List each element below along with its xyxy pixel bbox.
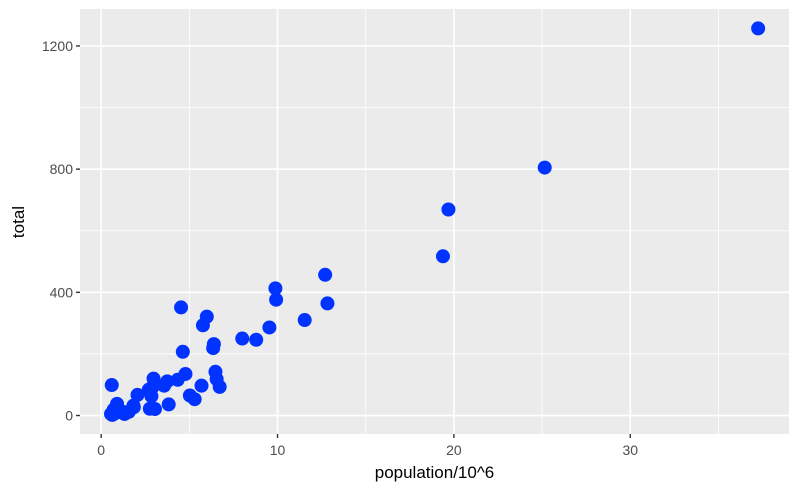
data-point (175, 344, 190, 359)
data-point (235, 331, 250, 346)
data-point (435, 249, 450, 264)
y-tick-label: 400 (50, 284, 74, 300)
data-point (194, 378, 209, 393)
data-point (268, 281, 283, 296)
data-point (199, 309, 214, 324)
x-tick-label: 10 (270, 442, 286, 458)
data-point (318, 267, 333, 282)
data-point (187, 392, 202, 407)
data-point (441, 202, 456, 217)
data-point (161, 397, 176, 412)
x-axis: 0 10 20 30 (97, 434, 638, 458)
major-gridlines (80, 9, 789, 434)
data-point (130, 387, 145, 402)
x-tick-label: 30 (622, 442, 638, 458)
data-point (206, 341, 221, 356)
data-point (160, 374, 175, 389)
x-axis-title: population/10^6 (375, 463, 495, 482)
data-point (170, 372, 185, 387)
data-point (146, 371, 161, 386)
data-point (104, 378, 119, 393)
data-points (104, 21, 766, 422)
y-tick-label: 0 (65, 408, 73, 424)
data-point (174, 300, 189, 315)
y-axis: 0 400 800 1200 (42, 38, 80, 424)
data-point (751, 21, 766, 36)
y-tick-label: 1200 (42, 38, 73, 54)
y-axis-title: total (9, 206, 28, 238)
data-point (537, 160, 552, 175)
data-point (297, 313, 312, 328)
data-point (269, 292, 284, 307)
data-point (212, 379, 227, 394)
minor-gridlines (80, 9, 789, 434)
data-point (320, 296, 335, 311)
data-point (104, 406, 119, 421)
data-point (249, 332, 264, 347)
x-tick-label: 20 (446, 442, 462, 458)
data-point (142, 401, 157, 416)
y-tick-label: 800 (50, 161, 74, 177)
data-point (126, 400, 141, 415)
data-point (262, 320, 277, 335)
x-tick-label: 0 (97, 442, 105, 458)
data-point (141, 382, 156, 397)
plot-panel (80, 9, 789, 434)
